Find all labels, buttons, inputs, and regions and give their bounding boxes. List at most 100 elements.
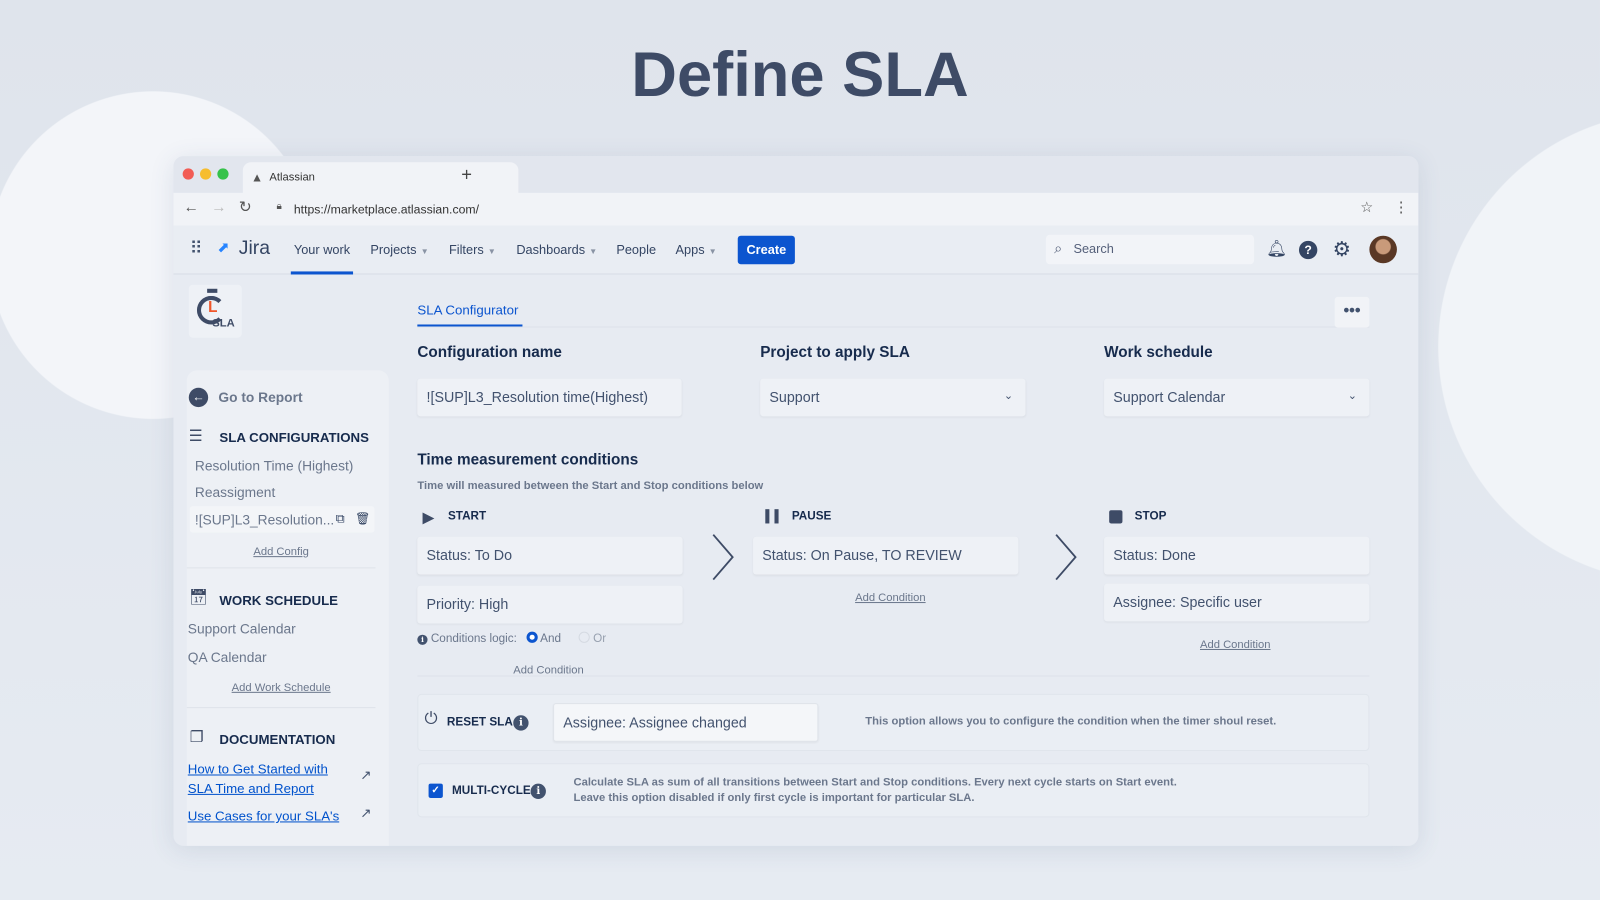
address-bar: ← → ↻ 🔒︎ https://marketplace.atlassian.c… [173,192,1419,226]
multi-cycle-description-2: Leave this option disabled if only first… [573,791,975,805]
star-icon[interactable]: ☆ [1360,198,1374,216]
sidebar-config-item[interactable]: Resolution Time (Highest) [194,458,354,474]
play-icon: ▶ [422,509,435,527]
sidebar-config-item-selected[interactable]: ![SUP]L3_Resolution... ⧉ 🗑︎ [189,506,375,533]
power-icon: ⏻ [424,710,438,728]
time-conditions-subtitle: Time will measured between the Start and… [417,479,764,492]
nav-projects[interactable]: Projects ▼ [370,242,429,258]
arrow-right-icon [1055,534,1077,581]
chevron-down-icon: ▼ [420,246,429,257]
app-switcher-icon[interactable]: ⠿ [189,238,203,259]
atlassian-icon: ▲ [251,170,264,185]
divider [417,675,1370,677]
reset-sla-panel: ⏻ RESET SLA i Assignee: Assignee changed… [417,693,1370,752]
lock-icon: 🔒︎ [276,201,282,213]
radio-or[interactable] [578,631,590,643]
jira-logo[interactable]: Jira [238,237,271,260]
info-icon[interactable]: i [530,783,546,799]
browser-window: ▲ Atlassian + ← → ↻ 🔒︎ https://marketpla… [173,156,1419,846]
work-schedule-select[interactable]: Support Calendar ⌄ [1104,378,1370,417]
tab-sla-configurator[interactable]: SLA Configurator [417,302,519,318]
forward-icon[interactable]: → [211,198,227,217]
go-to-report-link[interactable]: Go to Report [218,389,303,406]
browser-tab[interactable]: ▲ Atlassian [242,162,519,195]
search-input[interactable]: ⌕ Search [1045,234,1255,265]
start-add-condition[interactable]: Add Condition [513,664,584,677]
divider [186,567,376,569]
url-input[interactable]: https://marketplace.atlassian.com/ [293,202,479,217]
copy-icon[interactable]: ⧉ [335,511,345,526]
stop-add-condition[interactable]: Add Condition [1199,638,1271,652]
sliders-icon: ☰ [188,427,203,445]
doc-link-use-cases[interactable]: Use Cases for your SLA's [187,808,340,824]
chevron-down-icon: ⌄ [1347,389,1358,403]
nav-dashboards[interactable]: Dashboards ▼ [516,242,598,258]
project-select[interactable]: Support ⌄ [760,378,1026,417]
maximize-window-button[interactable] [217,168,229,180]
notifications-icon[interactable]: 🔔︎ [1266,240,1288,259]
avatar[interactable] [1369,235,1397,264]
nav-people[interactable]: People [616,242,657,258]
conditions-logic: i Conditions logic: And Or [417,631,606,645]
reset-description: This option allows you to configure the … [865,715,1277,728]
info-icon[interactable]: i [513,715,529,731]
back-icon[interactable]: ← [183,198,199,217]
reload-icon[interactable]: ↻ [238,198,252,217]
divider [417,326,1370,328]
chevron-down-icon: ▼ [487,246,496,257]
settings-icon[interactable]: ⚙ [1332,238,1351,262]
chevron-down-icon: ▼ [708,246,717,257]
work-schedule-label: Work schedule [1104,343,1213,362]
multi-cycle-checkbox[interactable]: ✓ [428,783,443,798]
stop-icon [1109,510,1123,524]
close-window-button[interactable] [182,168,194,180]
stop-condition[interactable]: Assignee: Specific user [1104,583,1370,622]
trash-icon[interactable]: 🗑︎ [355,511,371,526]
sidebar-schedule-item[interactable]: QA Calendar [187,649,267,666]
sla-app-logo: L SLA [188,284,242,338]
multi-cycle-panel: ✓ MULTI-CYCLE i Calculate SLA as sum of … [417,763,1370,818]
add-work-schedule-link[interactable]: Add Work Schedule [231,681,331,694]
stop-condition[interactable]: Status: Done [1104,536,1370,575]
multi-cycle-description-1: Calculate SLA as sum of all transitions … [573,776,1177,789]
sidebar-schedule-item[interactable]: Support Calendar [187,621,296,637]
multi-cycle-label: MULTI-CYCLE [452,784,531,797]
create-button[interactable]: Create [737,235,795,265]
doc-link-get-started[interactable]: How to Get Started with SLA Time and Rep… [187,761,328,796]
pause-condition[interactable]: Status: On Pause, TO REVIEW [753,536,1019,575]
search-icon: ⌕ [1054,239,1063,257]
minimize-window-button[interactable] [199,168,212,180]
reset-condition-input[interactable]: Assignee: Assignee changed [553,703,819,742]
pause-label: PAUSE [791,510,832,523]
config-name-label: Configuration name [417,343,562,362]
sla-configurations-heading: SLA CONFIGURATIONS [219,429,369,445]
start-condition[interactable]: Priority: High [417,585,683,624]
chevron-down-icon: ⌄ [1003,389,1014,403]
add-config-link[interactable]: Add Config [253,545,309,559]
sidebar: ← Go to Report ☰ SLA CONFIGURATIONS Reso… [186,370,389,846]
sidebar-config-item[interactable]: Reassigment [194,484,276,500]
pause-add-condition[interactable]: Add Condition [855,591,926,605]
documentation-heading: DOCUMENTATION [219,731,336,747]
info-icon: i [417,634,428,645]
more-icon[interactable]: ⋮ [1393,198,1409,216]
radio-and[interactable] [526,631,538,643]
calendar-icon: 📅︎ [188,588,209,607]
new-tab-button[interactable]: + [461,164,472,185]
reset-sla-label: RESET SLA [446,716,513,729]
start-label: START [447,510,487,523]
external-link-icon[interactable]: ↗ [360,805,372,821]
nav-apps[interactable]: Apps ▼ [675,242,717,258]
help-icon[interactable]: ? [1298,240,1318,260]
config-name-input[interactable]: ![SUP]L3_Resolution time(Highest) [417,378,682,417]
more-options-button[interactable]: ••• [1334,296,1370,328]
nav-your-work[interactable]: Your work [293,242,351,258]
tab-bar: ▲ Atlassian + [173,156,1419,195]
nav-filters[interactable]: Filters ▼ [448,242,496,258]
document-icon: ❐ [189,728,204,746]
pause-icon [765,509,770,524]
start-condition[interactable]: Status: To Do [417,536,683,575]
jira-nav: ⠿ ⬈ Jira Your work Projects ▼ Filters ▼ Da… [173,225,1419,275]
external-link-icon[interactable]: ↗ [360,767,372,783]
